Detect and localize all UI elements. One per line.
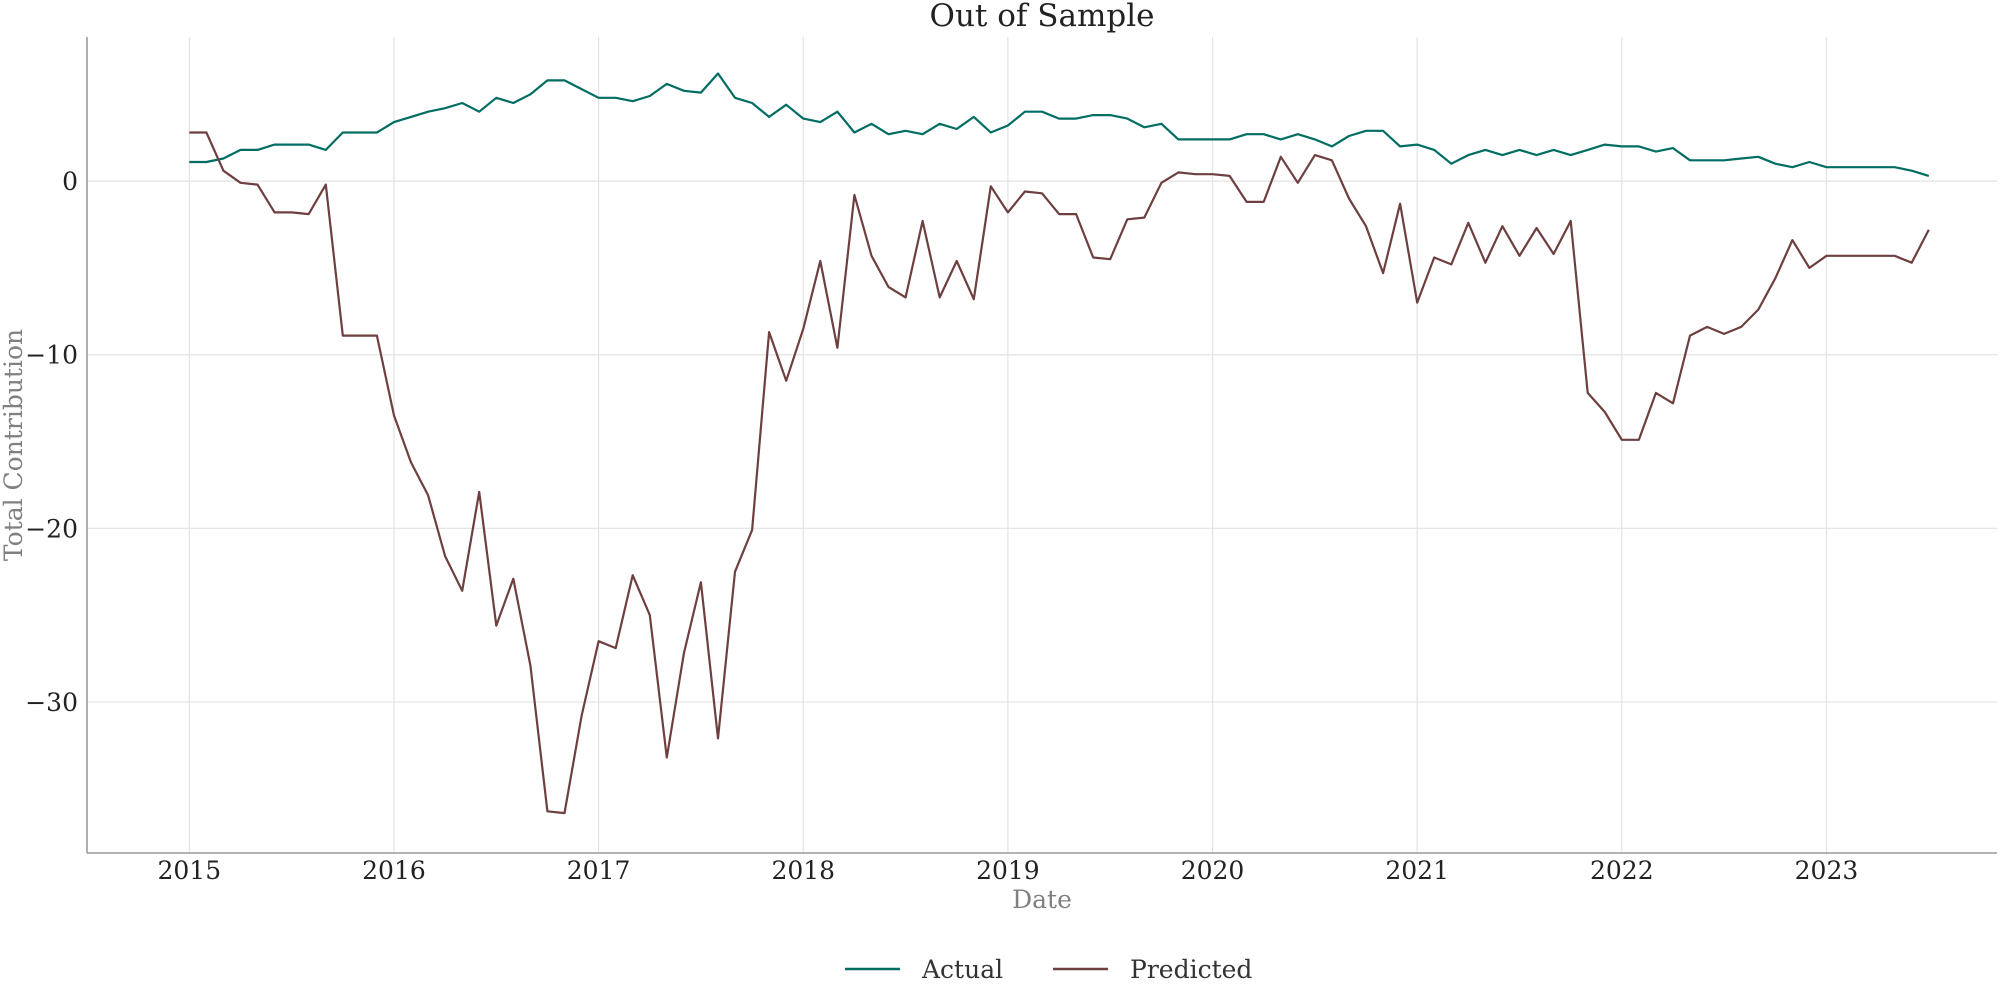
x-tick-label: 2021 <box>1385 856 1449 885</box>
x-tick-label: 2016 <box>362 856 426 885</box>
x-axis-title: Date <box>1012 885 1072 914</box>
legend: Actual Predicted <box>845 955 1252 984</box>
axes <box>86 37 1997 854</box>
x-tick-label: 2020 <box>1181 856 1245 885</box>
x-tick-label: 2017 <box>567 856 631 885</box>
legend-label-actual: Actual <box>921 955 1003 984</box>
gridlines <box>87 37 1997 853</box>
y-tick-label: −20 <box>25 514 78 543</box>
y-tick-label: −10 <box>25 341 78 370</box>
chart-title: Out of Sample <box>930 0 1155 34</box>
y-axis-title: Total Contribution <box>0 329 28 561</box>
x-tick-label: 2018 <box>771 856 835 885</box>
x-tick-labels: 2015 2016 2017 2018 2019 2020 2021 2022 2023 <box>158 856 1859 885</box>
x-tick-label: 2023 <box>1795 856 1859 885</box>
x-tick-label: 2022 <box>1590 856 1654 885</box>
x-tick-label: 2019 <box>976 856 1040 885</box>
y-tick-label: −30 <box>25 688 78 717</box>
series-line-predicted <box>189 131 1930 815</box>
series-line-actual <box>189 72 1930 177</box>
legend-label-predicted: Predicted <box>1130 955 1252 984</box>
y-tick-label: 0 <box>62 167 78 196</box>
y-tick-labels: 0 −10 −20 −30 <box>25 167 78 717</box>
series-layer <box>189 72 1930 815</box>
x-tick-label: 2015 <box>158 856 222 885</box>
